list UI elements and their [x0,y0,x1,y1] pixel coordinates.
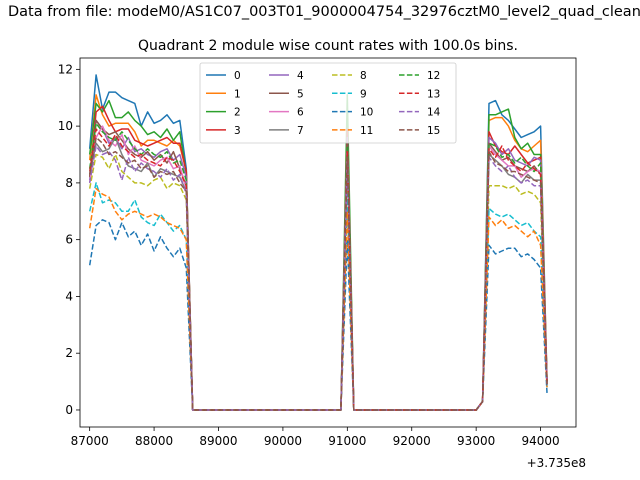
legend-label-9: 9 [360,88,367,100]
legend-label-8: 8 [360,70,367,82]
x-tick-label: 88000 [135,434,173,448]
series-line-15 [88,136,548,411]
x-tick-label: 90000 [264,434,302,448]
legend-label-0: 0 [234,70,241,82]
series-line-6 [88,125,548,411]
series-line-14 [88,145,548,411]
legend-label-2: 2 [234,107,241,119]
y-tick-label: 8 [65,176,73,190]
series-line-10 [88,219,548,411]
legend-label-4: 4 [297,70,304,82]
legend-label-3: 3 [234,125,241,137]
suptitle-text: Data from file: modeM0/AS1C07_003T01_900… [8,4,640,20]
x-tick-label: 92000 [393,434,431,448]
y-tick-label: 0 [65,403,73,417]
x-axis: 87000 88000 89000 90000 91000 92000 93000 94000 [71,427,560,448]
plot-lines [88,74,548,411]
legend-label-10: 10 [360,107,373,119]
y-tick-label: 4 [65,289,73,303]
legend-label-5: 5 [297,88,304,100]
y-tick-label: 10 [58,119,73,133]
legend-label-12: 12 [427,70,440,82]
series-line-11 [88,187,548,411]
x-tick-label: 87000 [71,434,109,448]
legend-label-1: 1 [234,88,241,100]
figure-suptitle: Data from file: modeM0/AS1C07_003T01_900… [0,4,640,20]
series-line-9 [88,182,548,411]
y-axis: 0 2 4 6 8 10 12 [58,62,80,417]
series-line-5 [88,119,548,411]
chart-title: Quadrant 2 module wise count rates with … [138,38,518,54]
series-line-4 [88,119,548,411]
series-line-3 [88,105,548,411]
series-line-8 [88,153,548,411]
x-offset-label: +3.735e8 [527,456,586,470]
legend-label-6: 6 [297,107,304,119]
x-tick-label: 93000 [457,434,495,448]
legend-label-11: 11 [360,125,373,137]
legend-label-7: 7 [297,125,304,137]
legend-label-14: 14 [427,107,441,119]
y-tick-label: 12 [58,62,73,76]
legend-label-15: 15 [427,125,440,137]
axes-frame [79,57,577,428]
series-line-7 [88,136,548,411]
series-line-12 [88,122,548,411]
y-tick-label: 6 [65,233,73,247]
legend-label-13: 13 [427,88,440,100]
legend-frame [199,62,457,144]
x-tick-label: 94000 [521,434,559,448]
x-tick-label: 89000 [199,434,237,448]
y-tick-label: 2 [65,346,73,360]
x-tick-label: 91000 [328,434,366,448]
